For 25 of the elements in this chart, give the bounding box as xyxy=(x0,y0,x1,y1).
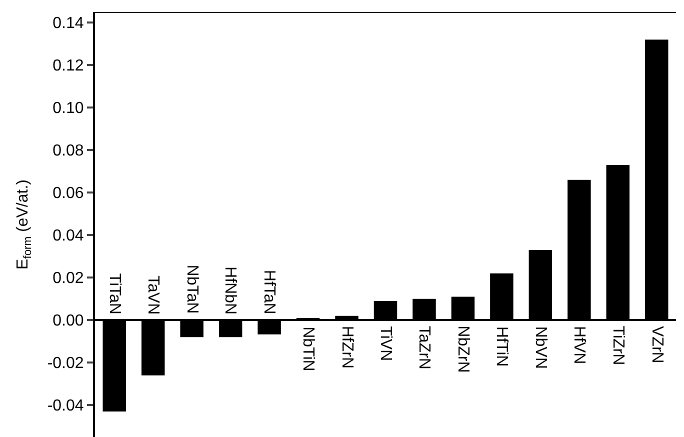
x-tick-label: HfVN xyxy=(570,326,588,364)
x-tick-label: NbVN xyxy=(532,326,550,369)
y-tick-label: 0.14 xyxy=(52,15,84,32)
x-tick-label: HfTiN xyxy=(492,326,510,367)
x-tick-label: TiVN xyxy=(377,326,394,362)
x-tick-label: TiZrN xyxy=(610,326,627,366)
y-tick-label: 0.00 xyxy=(52,312,84,330)
y-tick-label: 0.02 xyxy=(52,270,84,288)
x-tick-label: HfNbN xyxy=(222,266,239,315)
y-tick-label: 0.04 xyxy=(52,228,84,245)
y-tick-label: 0.08 xyxy=(52,142,84,160)
x-tick-label: TiTaN xyxy=(106,273,123,314)
y-tick-label: 0.06 xyxy=(52,185,84,202)
x-tick-label: NbTiN xyxy=(300,326,317,372)
x-tick-label: HfTaN xyxy=(260,270,278,314)
x-tick-label: NbZrN xyxy=(454,326,472,373)
y-tick-label: 0.10 xyxy=(52,100,84,118)
y-tick-label: -0.02 xyxy=(47,355,84,372)
x-tick-label: TaZrN xyxy=(415,326,432,370)
y-tick-label: -0.04 xyxy=(47,398,84,415)
x-tick-label: TaVN xyxy=(144,276,162,315)
x-tick-label: NbTaN xyxy=(183,264,200,314)
x-tick-label: VZrN xyxy=(648,326,666,364)
x-tick-label: HfZrN xyxy=(338,326,356,369)
y-tick-label: 0.12 xyxy=(52,58,84,75)
